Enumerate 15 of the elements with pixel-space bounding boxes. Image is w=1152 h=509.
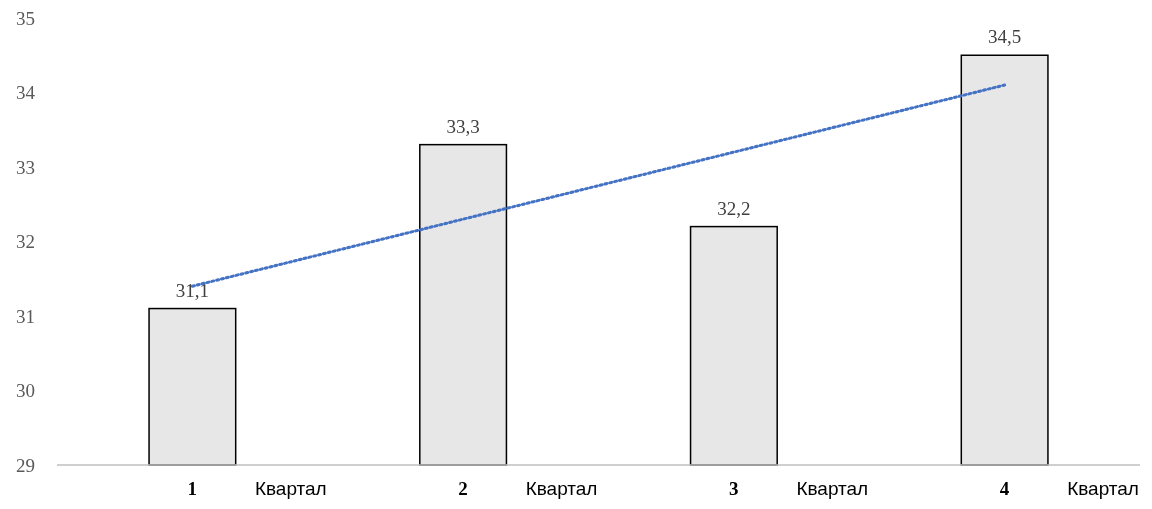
category-label: 4 Квартал xyxy=(999,478,1139,499)
category-label: 2 Квартал xyxy=(458,478,598,499)
y-tick-label: 30 xyxy=(16,380,35,402)
data-label: 34,5 xyxy=(988,26,1022,48)
category-label: 3 Квартал xyxy=(728,478,869,499)
y-tick-label: 32 xyxy=(16,231,35,253)
data-label: 31,1 xyxy=(175,279,209,301)
data-label: 32,2 xyxy=(717,197,751,219)
y-tick-label: 33 xyxy=(16,156,35,178)
y-tick-label: 35 xyxy=(16,7,35,29)
y-tick-label: 34 xyxy=(16,82,36,104)
category-label: 1 Квартал xyxy=(187,478,327,499)
data-label: 33,3 xyxy=(446,115,480,137)
y-tick-label: 31 xyxy=(16,305,35,327)
y-tick-label: 29 xyxy=(16,454,35,476)
